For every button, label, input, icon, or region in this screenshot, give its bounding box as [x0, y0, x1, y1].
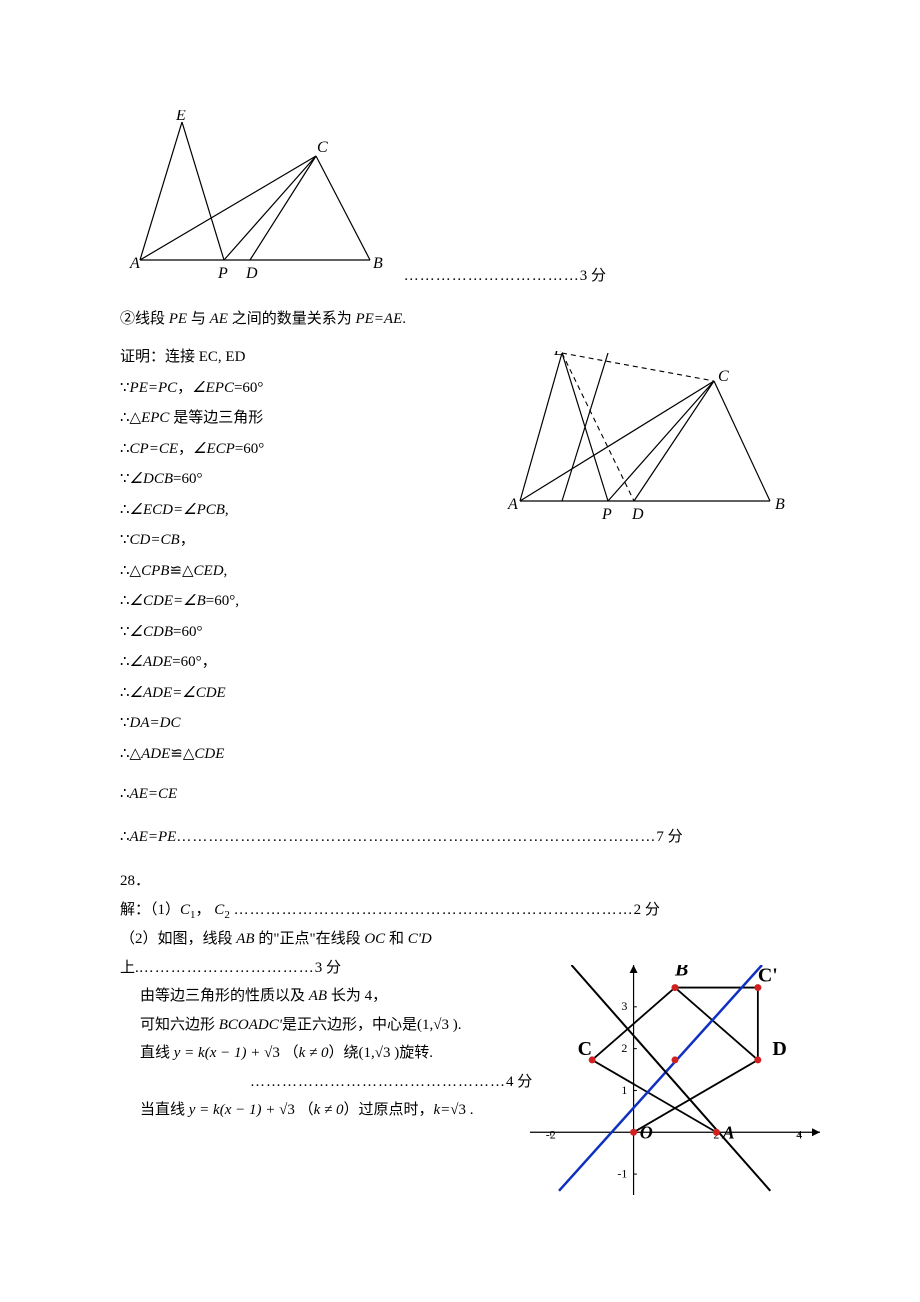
statement-relation: ②线段 PE 与 AE 之间的数量关系为 PE=AE.	[120, 305, 800, 334]
score-3: ……………………………3 分	[404, 268, 606, 284]
q28-origin: 当直线 y = k(x − 1) + √3 （k ≠ 0）过原点时，k=√3 .	[120, 1096, 600, 1125]
svg-text:O: O	[640, 1123, 653, 1143]
proof-1: ∵PE=PC，∠EPC=60°	[120, 374, 500, 403]
q28-hex-1: 由等边三角形的性质以及 AB 长为 4，	[120, 982, 600, 1011]
fig2-label-e: E	[553, 351, 564, 359]
proof-7: ∴△CPB≌△CED,	[120, 557, 500, 586]
q28-hex-2: 可知六边形 BCOADC'是正六边形，中心是(1,√3 ).	[120, 1011, 600, 1040]
fig2-label-b: B	[775, 496, 785, 513]
fig2-label-a: A	[507, 496, 518, 513]
proof-2: ∴△EPC 是等边三角形	[120, 404, 500, 433]
proof-8: ∴∠CDE=∠B=60°,	[120, 587, 500, 616]
q28-number: 28．	[120, 867, 800, 896]
svg-text:A: A	[722, 1123, 735, 1143]
fig2-label-d: D	[631, 506, 644, 521]
svg-text:B: B	[674, 965, 688, 980]
proof-3: ∴CP=CE，∠ECP=60°	[120, 435, 500, 464]
proof-final-line: ∴AE=PE………………………………………………………………………………7 分	[120, 823, 800, 852]
fig1-label-b: B	[373, 255, 383, 272]
coordinate-graph: -224-1123OABCC'D	[530, 965, 820, 1206]
fig1-label-e: E	[175, 110, 186, 124]
q28-rot-score: …………………………………………4 分	[120, 1068, 600, 1097]
svg-text:4: 4	[796, 1128, 802, 1142]
q28-rot: 直线 y = k(x − 1) + √3 （k ≠ 0）绕(1,√3 )旋转.	[120, 1039, 600, 1068]
q28-sol1: 解：（1）C1， C2 …………………………………………………………………2 分	[120, 896, 800, 926]
fig1-label-p: P	[217, 265, 228, 280]
svg-text:-2: -2	[546, 1128, 556, 1142]
svg-text:D: D	[772, 1038, 786, 1060]
svg-text:C: C	[578, 1038, 592, 1060]
fig1-label-c: C	[317, 139, 328, 156]
fig1-label-d: D	[245, 265, 258, 280]
proof-12: ∵DA=DC	[120, 709, 500, 738]
fig1-label-a: A	[129, 255, 140, 272]
proof-11: ∴∠ADE=∠CDE	[120, 679, 500, 708]
proof-4: ∵∠DCB=60°	[120, 465, 500, 494]
proof-header: 证明：连接 EC, ED	[120, 343, 500, 372]
q28-part2-1: （2）如图，线段 AB 的"正点"在线段 OC 和 C'D 上.………………………	[120, 925, 600, 982]
figure-1: A B C P D E	[120, 110, 390, 291]
svg-text:C': C'	[758, 965, 778, 987]
proof-9: ∵∠CDB=60°	[120, 618, 500, 647]
svg-text:3: 3	[621, 1000, 627, 1014]
fig2-label-c: C	[718, 368, 729, 385]
svg-text:-1: -1	[617, 1167, 627, 1181]
proof-13: ∴△ADE≌△CDE	[120, 740, 500, 769]
fig2-label-p: P	[601, 506, 612, 521]
svg-text:2: 2	[621, 1041, 627, 1055]
proof-14: ∴AE=CE	[120, 780, 500, 809]
svg-text:1: 1	[621, 1083, 627, 1097]
proof-10: ∴∠ADE=60°，	[120, 648, 500, 677]
proof-5: ∴∠ECD=∠PCB,	[120, 496, 500, 525]
proof-6: ∵CD=CB，	[120, 526, 500, 555]
figure-2: A B C P D E	[500, 351, 800, 521]
